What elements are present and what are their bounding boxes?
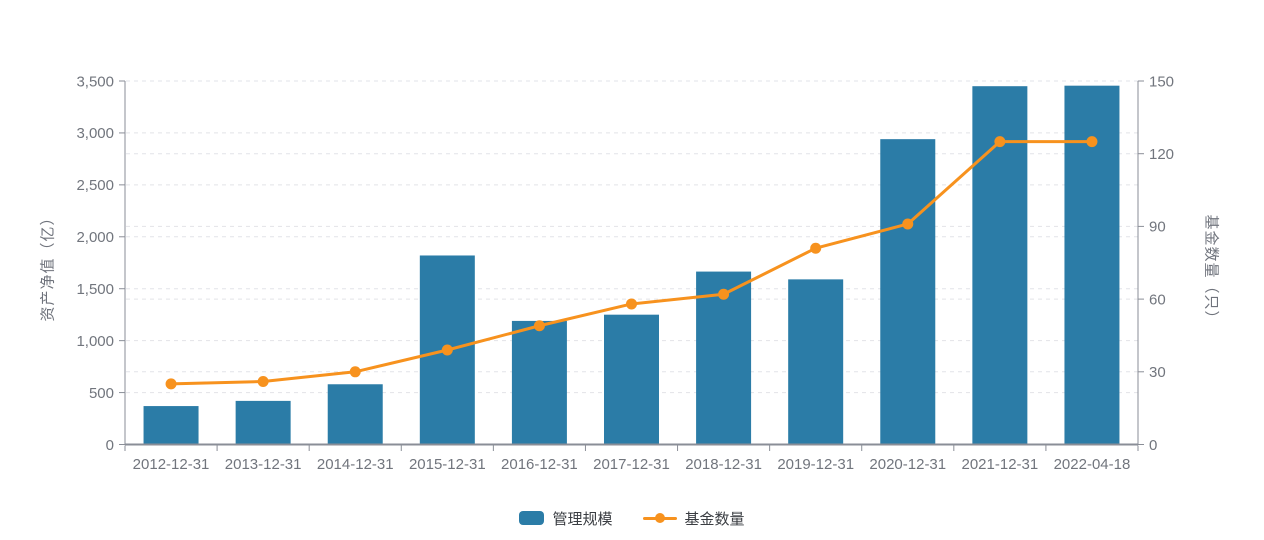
right-y-axis-tick-label: 150 bbox=[1149, 73, 1174, 90]
left-y-axis-tick-label: 1,500 bbox=[76, 281, 114, 298]
left-y-axis-tick-label: 2,500 bbox=[76, 177, 114, 194]
x-axis-tick-label: 2020-12-31 bbox=[869, 456, 946, 473]
x-axis-tick-label: 2012-12-31 bbox=[133, 456, 210, 473]
line-point-2013-12-31[interactable] bbox=[257, 375, 269, 387]
left-y-axis-tick-label: 3,000 bbox=[76, 125, 114, 142]
chart-legend: 管理规模 基金数量 bbox=[0, 505, 1264, 531]
line-point-2012-12-31[interactable] bbox=[165, 378, 177, 390]
x-axis-tick-label: 2019-12-31 bbox=[777, 456, 854, 473]
left-y-axis-tick-label: 2,000 bbox=[76, 229, 114, 246]
line-point-2022-04-18[interactable] bbox=[1086, 136, 1098, 148]
right-y-axis-tick-label: 30 bbox=[1149, 364, 1166, 381]
x-axis-tick-label: 2017-12-31 bbox=[593, 456, 670, 473]
bar-2018-12-31[interactable] bbox=[696, 271, 752, 445]
bar-series-swatch-icon bbox=[519, 511, 545, 525]
left-y-axis-tick-label: 0 bbox=[106, 437, 114, 454]
legend-item-line-series[interactable]: 基金数量 bbox=[642, 508, 745, 529]
line-point-2014-12-31[interactable] bbox=[349, 366, 361, 378]
line-point-2019-12-31[interactable] bbox=[810, 242, 822, 254]
left-y-axis-tick-label: 3,500 bbox=[76, 73, 114, 90]
line-point-2021-12-31[interactable] bbox=[994, 136, 1006, 148]
line-point-2018-12-31[interactable] bbox=[718, 288, 730, 300]
left-y-axis-tick-label: 1,000 bbox=[76, 333, 114, 350]
x-axis-tick-label: 2016-12-31 bbox=[501, 456, 578, 473]
bar-2013-12-31[interactable] bbox=[235, 400, 291, 445]
bar-2017-12-31[interactable] bbox=[604, 314, 659, 445]
x-axis-tick-label: 2014-12-31 bbox=[317, 456, 394, 473]
x-axis-tick-label: 2021-12-31 bbox=[961, 456, 1038, 473]
x-axis-tick-label: 2013-12-31 bbox=[225, 456, 302, 473]
x-axis-tick-label: 2022-04-18 bbox=[1054, 456, 1131, 473]
bar-2012-12-31[interactable] bbox=[143, 406, 199, 445]
x-axis-tick-label: 2018-12-31 bbox=[685, 456, 762, 473]
right-y-axis-tick-label: 60 bbox=[1149, 291, 1166, 308]
legend-label-bar-series: 管理规模 bbox=[552, 510, 613, 528]
bar-2020-12-31[interactable] bbox=[880, 139, 936, 445]
right-y-axis-tick-label: 90 bbox=[1149, 219, 1166, 236]
left-y-axis-tick-label: 500 bbox=[89, 385, 114, 402]
bar-2014-12-31[interactable] bbox=[327, 384, 383, 445]
bar-2019-12-31[interactable] bbox=[788, 279, 844, 445]
line-point-2020-12-31[interactable] bbox=[902, 218, 914, 230]
left-axis-title: 资产净值（亿） bbox=[39, 209, 57, 322]
legend-label-line-series: 基金数量 bbox=[684, 510, 745, 528]
line-point-2015-12-31[interactable] bbox=[441, 344, 453, 356]
right-axis-title: 基金数量（只） bbox=[1202, 214, 1220, 327]
bar-2016-12-31[interactable] bbox=[511, 320, 567, 445]
line-series-swatch-icon bbox=[642, 511, 677, 525]
line-point-2016-12-31[interactable] bbox=[533, 320, 545, 332]
x-axis-tick-label: 2015-12-31 bbox=[409, 456, 486, 473]
right-y-axis-tick-label: 0 bbox=[1149, 437, 1157, 454]
right-y-axis-tick-label: 120 bbox=[1149, 146, 1174, 163]
legend-item-bar-series[interactable]: 管理规模 bbox=[519, 508, 613, 529]
line-point-2017-12-31[interactable] bbox=[626, 298, 637, 310]
